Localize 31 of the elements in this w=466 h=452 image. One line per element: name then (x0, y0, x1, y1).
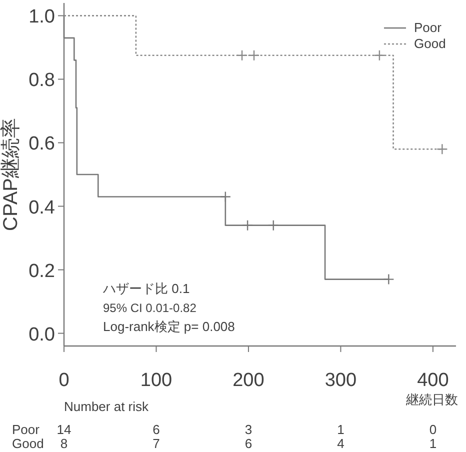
text: 1 (337, 422, 344, 437)
text: 4 (337, 436, 344, 451)
legend-label: Poor (414, 20, 442, 35)
legend-label: Good (414, 36, 446, 51)
text: 7 (152, 436, 160, 451)
y-tick-label: 0.6 (28, 134, 55, 155)
text: 0 (429, 422, 437, 437)
text: 6 (152, 422, 160, 437)
y-tick-label: 0.2 (28, 260, 55, 282)
x-tick-label: 0 (58, 370, 70, 391)
text: 1 (429, 436, 437, 451)
y-axis-title: CPAP継続率 (0, 118, 22, 231)
y-tick-label: 0.8 (28, 70, 55, 92)
text: 6 (244, 436, 252, 451)
x-tick-label: 100 (140, 370, 172, 391)
annotation: ハザード比 0.1 (102, 281, 190, 296)
y-tick-label: 1.0 (28, 6, 55, 28)
x-tick-label: 300 (324, 370, 357, 391)
text: 8 (60, 436, 68, 451)
annotation: Log-rank検定 p= 0.008 (103, 319, 235, 334)
x-tick-label: 200 (232, 370, 264, 391)
text: 3 (244, 422, 252, 437)
text: Good (12, 436, 44, 451)
x-axis-title: 継続日数 (405, 392, 458, 407)
text: Number at risk (64, 399, 150, 414)
text: 14 (56, 422, 72, 437)
text: Poor (12, 422, 40, 437)
y-tick-label: 0.4 (28, 197, 56, 218)
x-tick-label: 400 (417, 370, 449, 391)
y-tick-label: 0.0 (28, 324, 55, 346)
annotation: 95% CI 0.01-0.82 (103, 301, 197, 315)
